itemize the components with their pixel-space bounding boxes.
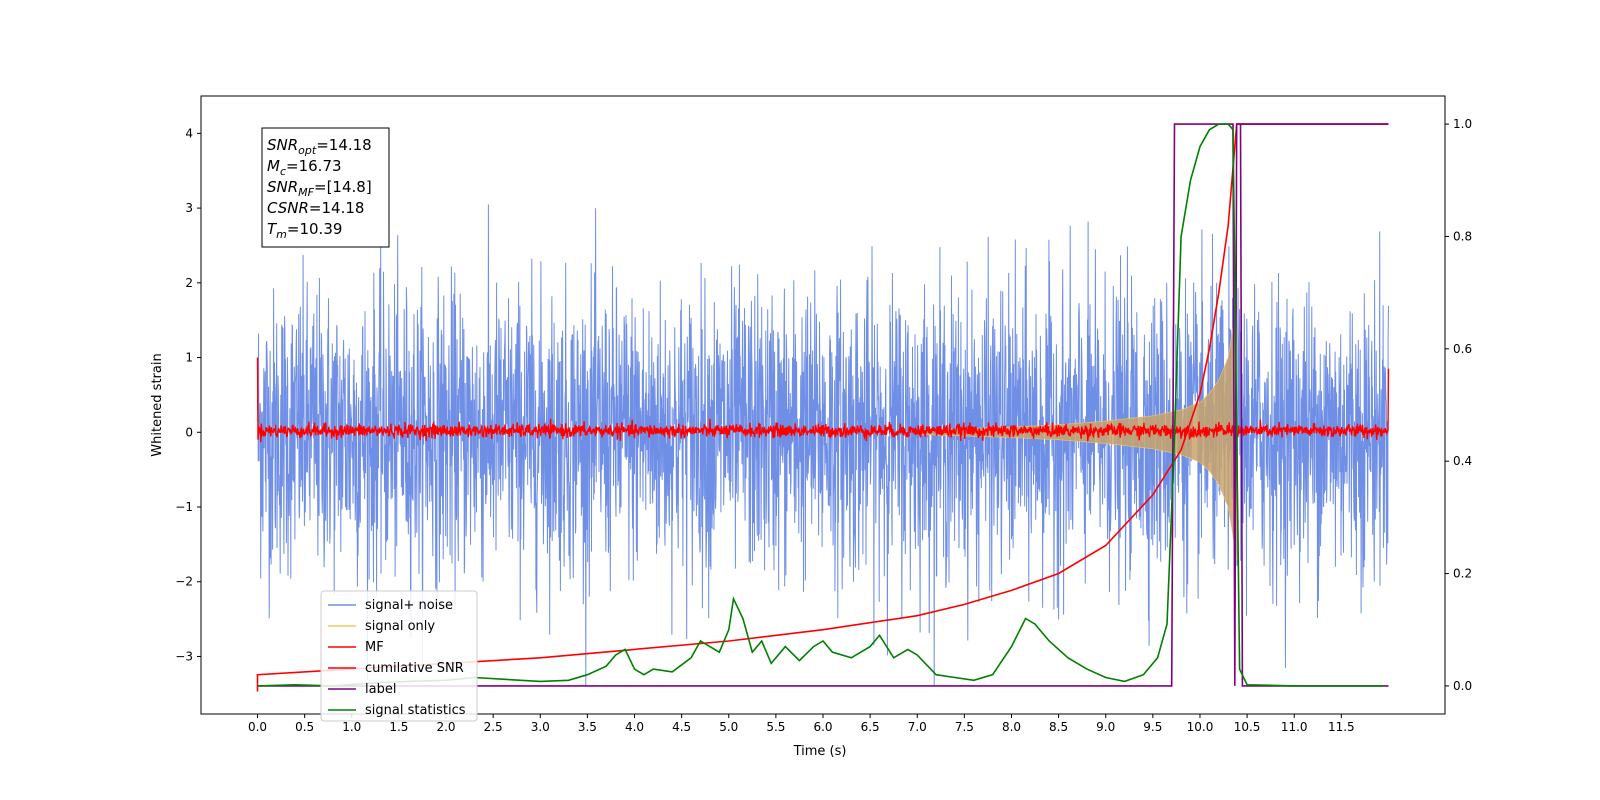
x-tick-label: 7.5 [955, 720, 974, 734]
x-tick-label: 9.0 [1096, 720, 1115, 734]
series-signal-noise [257, 204, 1389, 687]
legend-label: cumilative SNR [365, 661, 464, 676]
x-tick-label: 3.0 [531, 720, 550, 734]
series-mf [256, 357, 1390, 443]
x-tick-label: 5.5 [766, 720, 785, 734]
x-tick-label: 1.5 [389, 720, 408, 734]
y-axis-right: 0.0 0.2 0.4 0.6 0.8 1.0 [1445, 117, 1472, 693]
x-tick-label: 1.0 [342, 720, 361, 734]
series-signal-statistics [257, 123, 1384, 687]
y2-tick-label: 0.8 [1453, 229, 1472, 243]
annotation-line: Mc=16.73 [267, 157, 342, 178]
x-axis: 0.0 0.5 1.0 1.5 2.0 2.5 3.0 3.5 4.0 4.5 5.0 5.5 6.0 6… [248, 714, 1355, 734]
y-tick-label: 3 [185, 201, 193, 215]
x-tick-label: 4.0 [625, 720, 644, 734]
y-tick-label: −3 [175, 649, 193, 663]
legend-label: signal statistics [365, 703, 466, 718]
annotation-line: CSNR=14.18 [267, 199, 364, 217]
annotation-box: SNRopt=14.18Mc=16.73SNRMF=[14.8]CSNR=14.… [261, 127, 390, 248]
x-tick-label: 11.5 [1328, 720, 1355, 734]
annotation-line: SNRopt=14.18 [267, 136, 372, 157]
series-cumulative-snr [256, 123, 1389, 692]
y-tick-label: −2 [175, 575, 193, 589]
legend-label: signal+ noise [365, 598, 453, 613]
y2-tick-label: 0.6 [1453, 342, 1472, 356]
legend-label: MF [365, 640, 384, 655]
y2-tick-label: 0.2 [1453, 567, 1472, 581]
x-tick-label: 6.0 [813, 720, 832, 734]
x-tick-label: 10.0 [1187, 720, 1214, 734]
plot-area [256, 123, 1390, 692]
y2-tick-label: 0.0 [1453, 679, 1472, 693]
x-tick-label: 10.5 [1234, 720, 1261, 734]
y-axis-label: Whitened strain [150, 353, 165, 456]
x-tick-label: 8.5 [1049, 720, 1068, 734]
annotation-line: Tm=10.39 [267, 220, 342, 241]
y-tick-label: 0 [185, 425, 193, 439]
x-tick-label: 5.0 [719, 720, 738, 734]
x-tick-label: 6.5 [861, 720, 880, 734]
x-axis-label: Time (s) [793, 744, 847, 759]
annotation-line: SNRMF=[14.8] [267, 178, 372, 199]
y-axis-left: −3 −2 −1 0 1 2 3 4 [175, 126, 201, 663]
x-tick-label: 0.5 [295, 720, 314, 734]
y-tick-label: −1 [175, 500, 193, 514]
x-tick-label: 0.0 [248, 720, 267, 734]
x-tick-label: 3.5 [578, 720, 597, 734]
x-tick-label: 11.0 [1281, 720, 1308, 734]
legend-label: signal only [365, 619, 435, 634]
x-tick-label: 9.5 [1143, 720, 1162, 734]
legend-label: label [365, 682, 396, 697]
y2-tick-label: 0.4 [1453, 454, 1472, 468]
y2-tick-label: 1.0 [1453, 117, 1472, 131]
y-tick-label: 1 [185, 351, 193, 365]
x-tick-label: 4.5 [672, 720, 691, 734]
y-tick-label: 4 [185, 126, 193, 140]
x-tick-label: 7.0 [908, 720, 927, 734]
y-tick-label: 2 [185, 276, 193, 290]
x-tick-label: 8.0 [1002, 720, 1021, 734]
x-tick-label: 2.0 [436, 720, 455, 734]
series-label [257, 123, 1389, 687]
legend: signal+ noise signal only MF cumilative SNR… [320, 590, 478, 722]
x-tick-label: 2.5 [484, 720, 503, 734]
